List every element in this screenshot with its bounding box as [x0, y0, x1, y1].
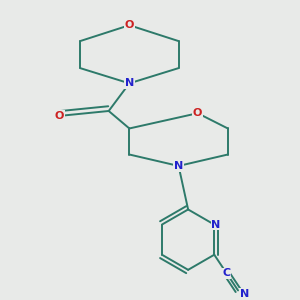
Text: O: O — [125, 20, 134, 30]
Text: C: C — [223, 268, 231, 278]
Text: O: O — [193, 108, 202, 118]
Text: N: N — [211, 220, 220, 230]
Text: O: O — [55, 111, 64, 121]
Text: N: N — [125, 78, 134, 88]
Text: N: N — [240, 289, 249, 298]
Text: N: N — [174, 161, 183, 171]
